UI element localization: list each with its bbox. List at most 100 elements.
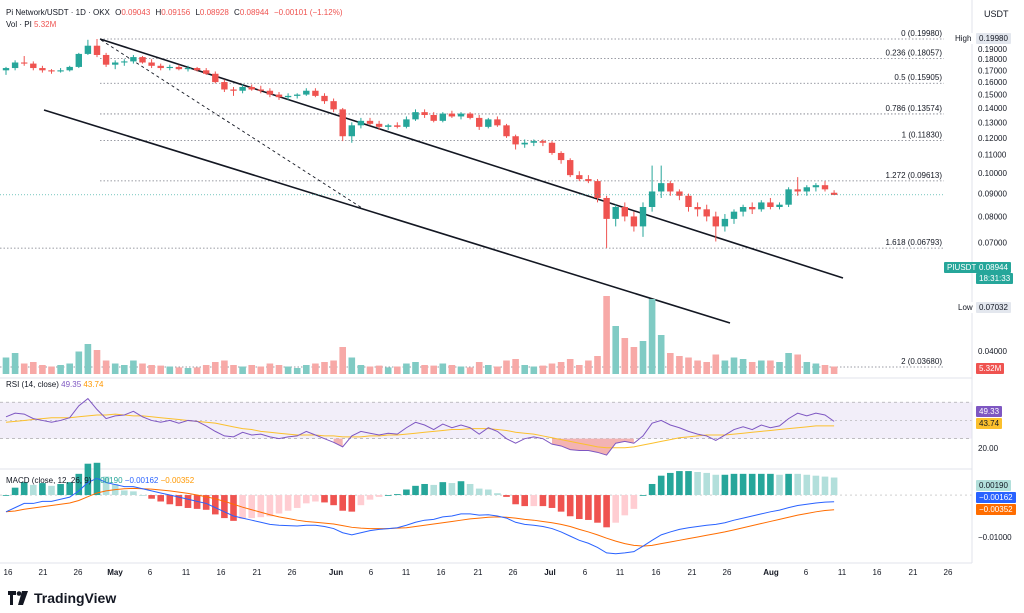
macd-histogram-bar xyxy=(776,474,783,496)
symbol-tag: PIUSDT xyxy=(944,262,980,273)
volume-bar xyxy=(457,366,465,374)
macd-histogram-bar xyxy=(130,491,137,496)
volume-bar xyxy=(639,341,647,374)
volume-bar xyxy=(812,363,820,374)
candle-body xyxy=(93,45,101,55)
candle-body xyxy=(457,113,465,117)
macd-signal-value: −0.00352 xyxy=(160,476,195,485)
candle-body xyxy=(166,66,173,69)
candle-body xyxy=(284,95,292,98)
macd-histogram-bar xyxy=(548,495,556,508)
macd-histogram-bar xyxy=(403,489,410,496)
symbol-title: Pi Network/USDT · 1D · OKX xyxy=(6,8,110,17)
macd-histogram-bar xyxy=(812,475,820,496)
candle-body xyxy=(366,120,374,124)
candle-body xyxy=(821,185,829,190)
volume-bar xyxy=(630,347,638,374)
volume-bar xyxy=(266,363,274,374)
time-tick-label: 6 xyxy=(148,568,153,577)
volume-bar xyxy=(430,365,437,374)
volume-bar xyxy=(284,366,292,374)
macd-histogram-bar xyxy=(585,495,592,520)
volume-bar xyxy=(20,363,28,374)
candle-body xyxy=(803,187,810,192)
volume-bar xyxy=(312,363,319,374)
volume-bar xyxy=(403,363,410,374)
candle-body xyxy=(749,206,756,210)
candle-body xyxy=(421,112,428,116)
macd-hist-badge: 0.00190 xyxy=(976,480,1011,491)
time-tick-label: 21 xyxy=(688,568,697,577)
time-tick-label: 16 xyxy=(437,568,446,577)
macd-histogram-bar xyxy=(375,495,383,497)
candle-body xyxy=(385,125,392,127)
volume-bar xyxy=(39,365,46,374)
time-tick-label: 26 xyxy=(288,568,297,577)
volume-bar xyxy=(111,363,119,374)
macd-histogram-bar xyxy=(366,495,374,500)
volume-bar xyxy=(730,357,738,374)
time-tick-label: 11 xyxy=(402,568,411,577)
volume-badge: 5.32M xyxy=(976,363,1005,374)
volume-bar xyxy=(348,357,356,374)
volume-bar xyxy=(257,366,265,374)
macd-histogram-bar xyxy=(594,495,601,523)
rsi-badge: 49.33 xyxy=(976,406,1003,417)
close-value: 0.08944 xyxy=(239,8,269,17)
price-tick-label: 0.14000 xyxy=(978,104,1007,113)
candle-body xyxy=(2,68,10,71)
candle-body xyxy=(403,119,410,127)
macd-histogram-bar xyxy=(157,495,164,502)
macd-histogram-bar xyxy=(357,495,365,506)
volume-bar xyxy=(230,365,237,374)
volume-bar xyxy=(803,362,811,374)
fib-anchor-line xyxy=(100,39,363,209)
time-tick-label: 21 xyxy=(253,568,262,577)
macd-histogram-bar xyxy=(221,495,228,519)
candle-body xyxy=(294,94,301,96)
fib-label: 2 (0.03680) xyxy=(901,357,942,366)
fib-label: 1 (0.11830) xyxy=(902,131,943,140)
candle-body xyxy=(776,204,783,207)
macd-histogram-bar xyxy=(303,495,310,504)
candle-body xyxy=(512,136,519,145)
macd-histogram-bar xyxy=(384,495,392,496)
volume-bar xyxy=(366,366,374,374)
volume-bar xyxy=(503,360,510,374)
time-tick-label: 21 xyxy=(39,568,48,577)
rsi-oversold-fill xyxy=(333,438,343,447)
macd-histogram-bar xyxy=(621,495,629,516)
time-tick-label: 11 xyxy=(838,568,847,577)
fib-label: 1.618 (0.06793) xyxy=(886,238,943,247)
volume-bar xyxy=(130,360,137,374)
macd-histogram-bar xyxy=(494,493,501,496)
candle-body xyxy=(239,86,246,91)
candle-body xyxy=(112,62,119,65)
time-tick-label: 11 xyxy=(616,568,625,577)
macd-histogram-bar xyxy=(676,471,683,496)
volume-bar xyxy=(139,363,146,374)
macd-histogram-bar xyxy=(284,495,292,511)
macd-histogram-bar xyxy=(175,495,183,507)
time-tick-label: Jun xyxy=(329,568,343,577)
macd-histogram-bar xyxy=(321,495,328,503)
macd-histogram-bar xyxy=(202,495,210,510)
volume-bar xyxy=(248,365,255,374)
price-tick-label: 0.15000 xyxy=(978,91,1007,100)
macd-histogram-bar xyxy=(412,485,419,496)
macd-histogram-bar xyxy=(30,484,37,496)
volume-bar xyxy=(785,353,792,374)
macd-histogram-bar xyxy=(230,495,237,521)
candle-body xyxy=(585,179,592,182)
candle-body xyxy=(348,125,355,137)
candle-body xyxy=(758,202,765,210)
macd-histogram-bar xyxy=(657,475,665,496)
candle-body xyxy=(157,65,164,69)
macd-signal-badge: −0.00352 xyxy=(976,504,1016,515)
candle-body xyxy=(439,113,446,121)
macd-hist-value: 0.00190 xyxy=(93,476,123,485)
candle-body xyxy=(476,117,483,127)
fib-label: 0.786 (0.13574) xyxy=(886,104,943,113)
macd-signal-line xyxy=(5,487,835,547)
